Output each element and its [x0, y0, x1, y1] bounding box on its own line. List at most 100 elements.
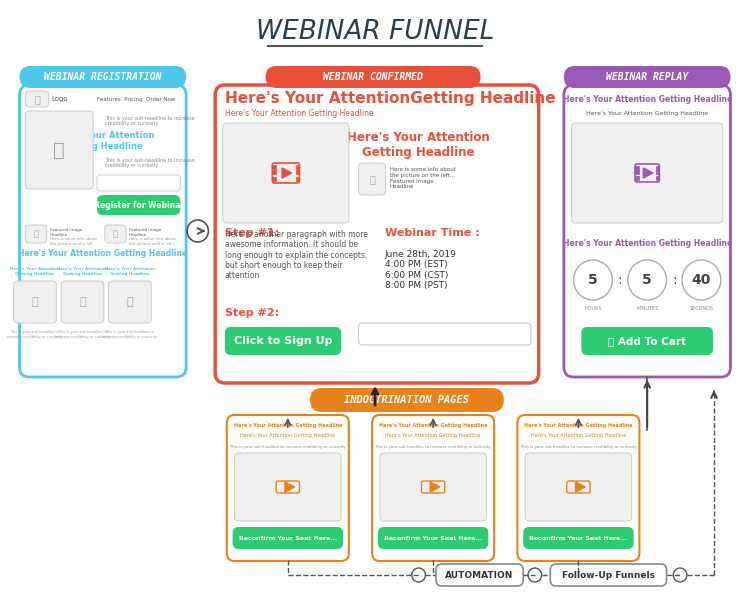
FancyBboxPatch shape — [296, 165, 299, 169]
Text: ⛰: ⛰ — [127, 297, 134, 307]
FancyBboxPatch shape — [272, 177, 276, 181]
Text: Here is some info about
the picture on the left...: Here is some info about the picture on t… — [50, 237, 97, 246]
Text: Logo: Logo — [52, 96, 68, 102]
Text: Add to Calendar  📅: Add to Calendar 📅 — [409, 329, 481, 338]
Text: 5: 5 — [642, 273, 652, 287]
FancyBboxPatch shape — [581, 327, 713, 355]
FancyBboxPatch shape — [20, 85, 186, 377]
FancyBboxPatch shape — [13, 281, 56, 323]
Text: HOURS: HOURS — [584, 305, 602, 311]
Text: :: : — [618, 273, 622, 287]
Polygon shape — [430, 482, 440, 492]
Text: Featured Image
Headline: Featured Image Headline — [50, 228, 82, 237]
FancyBboxPatch shape — [272, 170, 276, 174]
Text: ⛰: ⛰ — [32, 297, 38, 307]
Text: :: : — [672, 273, 676, 287]
Polygon shape — [285, 482, 295, 492]
Text: ⛰: ⛰ — [34, 230, 38, 239]
FancyBboxPatch shape — [97, 175, 180, 191]
FancyBboxPatch shape — [266, 66, 481, 88]
Text: ⛰: ⛰ — [80, 297, 86, 307]
FancyBboxPatch shape — [572, 123, 723, 223]
Text: Here's Your Attention Getting Headline: Here's Your Attention Getting Headline — [531, 433, 626, 439]
FancyBboxPatch shape — [215, 85, 538, 383]
Text: ⛰: ⛰ — [113, 230, 118, 239]
FancyBboxPatch shape — [109, 281, 152, 323]
Text: Here's Your Attention Getting Headline: Here's Your Attention Getting Headline — [586, 111, 708, 115]
FancyBboxPatch shape — [62, 281, 104, 323]
FancyBboxPatch shape — [380, 453, 487, 521]
Text: Here's Your Attention
Getting Headline: Here's Your Attention Getting Headline — [347, 131, 490, 159]
Text: INDOCTRINATION PAGES: INDOCTRINATION PAGES — [344, 395, 470, 405]
Text: Featured Image
Headline: Featured Image Headline — [129, 228, 161, 237]
FancyBboxPatch shape — [310, 388, 504, 412]
Text: Here is some info about
the picture on the left...: Here is some info about the picture on t… — [129, 237, 176, 246]
Text: WEBINAR FUNNEL: WEBINAR FUNNEL — [256, 19, 494, 45]
Text: Here's Your Attention
Getting Headline: Here's Your Attention Getting Headline — [10, 267, 60, 276]
Text: Step #1:: Step #1: — [225, 228, 279, 238]
Text: MINUTES: MINUTES — [636, 305, 658, 311]
Polygon shape — [575, 482, 585, 492]
Polygon shape — [282, 168, 292, 178]
FancyBboxPatch shape — [372, 415, 494, 561]
FancyBboxPatch shape — [358, 163, 386, 195]
Text: WEBINAR CONFIRMED: WEBINAR CONFIRMED — [323, 72, 423, 82]
Text: AUTOMATION: AUTOMATION — [446, 570, 514, 579]
Text: Here's Your Attention Getting Headline: Here's Your Attention Getting Headline — [386, 433, 481, 439]
FancyBboxPatch shape — [296, 177, 299, 181]
Text: Follow-Up Funnels: Follow-Up Funnels — [562, 570, 655, 579]
Text: Here's Your Attention Getting Headline: Here's Your Attention Getting Headline — [240, 433, 335, 439]
FancyBboxPatch shape — [223, 123, 349, 223]
Text: This is your sub-headline to increase
credibility or curiosity: This is your sub-headline to increase cr… — [105, 115, 194, 126]
Text: Here's Your Attention Getting Headline: Here's Your Attention Getting Headline — [524, 423, 633, 427]
FancyBboxPatch shape — [26, 111, 93, 189]
Text: Reconfirm Your Seat Here...: Reconfirm Your Seat Here... — [530, 535, 628, 540]
Text: June 28th, 2019
4:00 PM (EST)
6:00 PM (CST)
8:00 PM (PST): June 28th, 2019 4:00 PM (EST) 6:00 PM (C… — [385, 250, 457, 290]
Text: ⛰: ⛰ — [53, 141, 65, 159]
Text: Here's Your Attention Getting Headline: Here's Your Attention Getting Headline — [18, 248, 188, 257]
FancyBboxPatch shape — [518, 415, 640, 561]
Text: Webinar Time :: Webinar Time : — [385, 228, 479, 238]
FancyBboxPatch shape — [105, 225, 126, 243]
Text: Email: Email — [129, 180, 149, 186]
FancyBboxPatch shape — [524, 527, 634, 549]
Text: 🛒 Add To Cart: 🛒 Add To Cart — [608, 336, 686, 346]
Text: Here is some info about
the picture on the left...
Featured Image
Headline: Here is some info about the picture on t… — [389, 167, 455, 189]
FancyBboxPatch shape — [296, 170, 299, 174]
Text: Here's Your Attention Getting Headline: Here's Your Attention Getting Headline — [562, 239, 732, 248]
FancyBboxPatch shape — [232, 527, 343, 549]
FancyBboxPatch shape — [436, 564, 524, 586]
Text: Click to Sign Up: Click to Sign Up — [234, 336, 332, 346]
FancyBboxPatch shape — [226, 415, 349, 561]
Text: This is your sub headline to
increase credibility or curiosity: This is your sub headline to increase cr… — [103, 330, 158, 338]
Text: Register for Webinar: Register for Webinar — [94, 201, 184, 210]
FancyBboxPatch shape — [656, 170, 659, 174]
Text: Here's Your Attention Getting Headline: Here's Your Attention Getting Headline — [379, 423, 488, 427]
Text: This is your sub headline to increase credibility or curiosity: This is your sub headline to increase cr… — [520, 445, 636, 449]
Text: ⛰: ⛰ — [369, 174, 375, 184]
FancyBboxPatch shape — [550, 564, 667, 586]
FancyBboxPatch shape — [635, 166, 639, 170]
FancyBboxPatch shape — [26, 225, 46, 243]
Text: 40: 40 — [692, 273, 711, 287]
Text: Features  Pricing  Order Now: Features Pricing Order Now — [97, 97, 176, 102]
Text: WEBINAR REPLAY: WEBINAR REPLAY — [606, 72, 688, 82]
Text: Here is another paragraph with more
awesome information. It should be
long enoug: Here is another paragraph with more awes… — [225, 230, 368, 280]
FancyBboxPatch shape — [378, 527, 488, 549]
Text: Here's Your Attention
Getting Headline: Here's Your Attention Getting Headline — [105, 267, 155, 276]
FancyBboxPatch shape — [635, 170, 639, 174]
Text: WEBINAR REGISTRATION: WEBINAR REGISTRATION — [44, 72, 161, 82]
Text: 5: 5 — [588, 273, 598, 287]
Polygon shape — [644, 168, 653, 178]
FancyBboxPatch shape — [656, 166, 659, 170]
Text: Step #2:: Step #2: — [225, 308, 279, 318]
FancyBboxPatch shape — [635, 176, 639, 180]
FancyBboxPatch shape — [525, 453, 632, 521]
FancyBboxPatch shape — [272, 165, 276, 169]
Text: This is your sub headline to increase credibility or curiosity: This is your sub headline to increase cr… — [375, 445, 491, 449]
Text: This is your sub headline to
increase credibility or curiosity: This is your sub headline to increase cr… — [55, 330, 110, 338]
FancyBboxPatch shape — [225, 327, 341, 355]
FancyBboxPatch shape — [358, 323, 531, 345]
Text: This is your sub headline to
increase credibility or curiosity: This is your sub headline to increase cr… — [8, 330, 62, 338]
Text: Here's Your Attention Getting Headline: Here's Your Attention Getting Headline — [225, 109, 374, 118]
